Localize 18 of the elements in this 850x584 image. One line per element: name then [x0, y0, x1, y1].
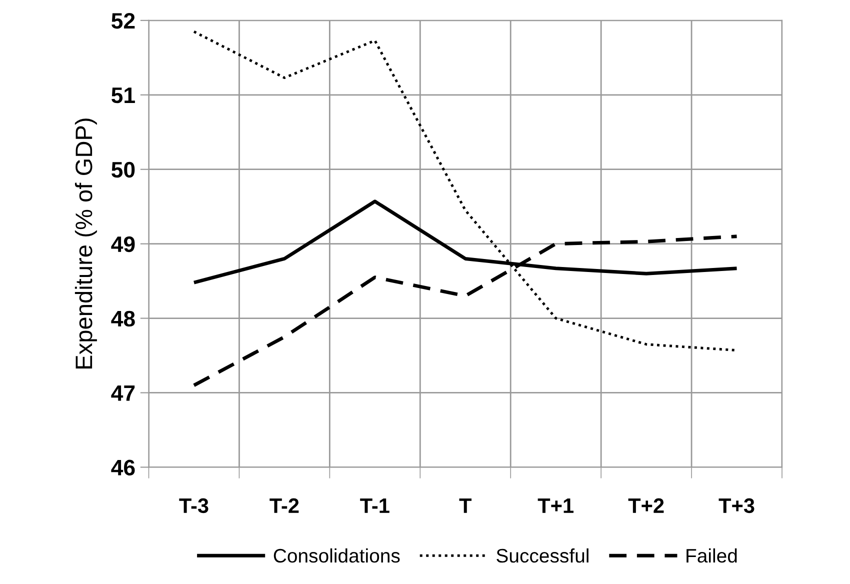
y-tick-label: 51 [112, 88, 135, 104]
y-axis-title: Expenditure (% of GDP) [74, 118, 97, 369]
y-tick-label: 50 [112, 162, 135, 178]
y-tick-label: 48 [111, 310, 135, 327]
x-tick-label: T-1 [360, 498, 390, 513]
x-tick-label: T [459, 498, 472, 513]
y-tick-label: 49 [111, 236, 135, 252]
legend-label: Successful [496, 548, 588, 563]
y-tick-label: 47 [111, 386, 135, 401]
y-tick-label: 52 [112, 12, 135, 29]
x-tick-label: T+2 [628, 498, 664, 513]
y-tick-label: 46 [111, 460, 135, 476]
x-tick-label: T+3 [718, 498, 754, 514]
x-tick-label: T-2 [270, 498, 299, 513]
x-tick-label: T+1 [538, 498, 574, 513]
legend-label: Failed [686, 548, 737, 563]
legend-label: Consolidations [274, 548, 400, 563]
x-tick-label: T-3 [179, 498, 208, 514]
